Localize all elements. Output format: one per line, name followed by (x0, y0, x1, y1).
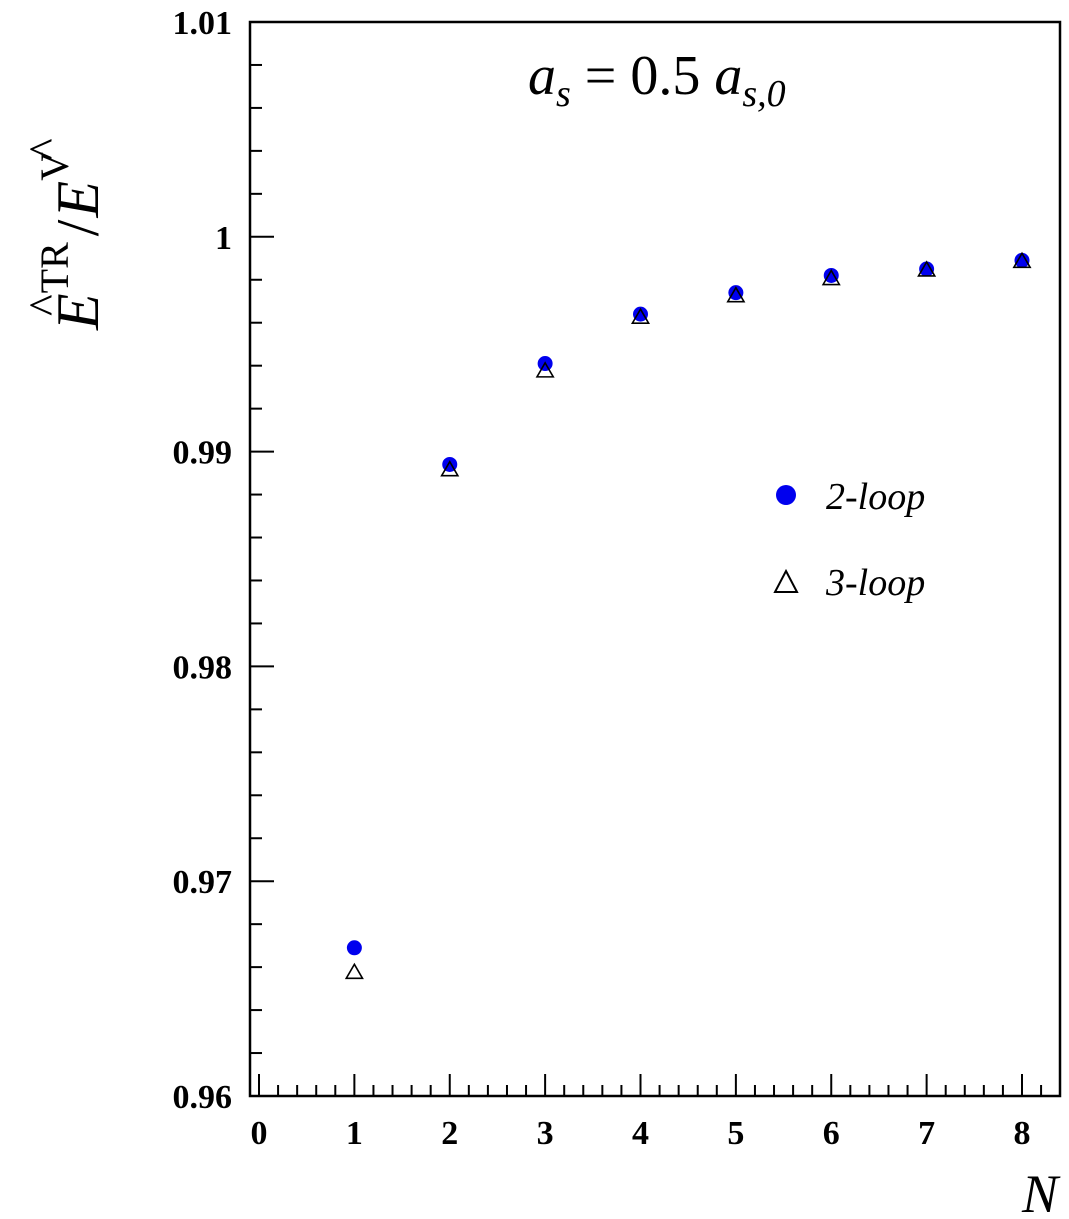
point-3-loop (726, 286, 746, 303)
point-3-loop (821, 268, 841, 286)
ylabel-base-hat: ^ (19, 294, 70, 316)
x-tick-label: 5 (727, 1115, 744, 1152)
point-2-loop (919, 261, 935, 277)
point-2-loop (728, 285, 744, 301)
tick-labels: 0.96 0.97 0.98 0.99 1 1.01 0 1 2 3 4 5 6 7 8 (173, 5, 1031, 1152)
legend-marker-2-loop (776, 485, 796, 505)
point-2-loop (346, 940, 362, 956)
legend-label-3-loop: 3-loop (825, 562, 925, 604)
ylabel-denom: E (45, 181, 111, 219)
x-tick-label: 8 (1014, 1115, 1031, 1152)
annotation-var-sub: s (556, 73, 571, 115)
x-tick-label: 3 (537, 1115, 554, 1152)
ylabel-base: E (45, 293, 111, 331)
ylabel-denom-hat: ^ (19, 138, 70, 160)
data-marks (344, 251, 1032, 980)
point-3-loop (440, 460, 460, 477)
legend-label-2-loop: 2-loop (826, 476, 925, 518)
y-tick-label: 0.99 (173, 435, 233, 472)
legend-marker-3-loop (773, 568, 799, 593)
y-axis-label: ETR/EV ^ ^ (19, 138, 111, 331)
point-3-loop (535, 361, 555, 378)
x-tick-label: 2 (441, 1115, 458, 1152)
y-tick-label: 1 (215, 220, 232, 257)
annotation-eq: = 0.5 (585, 45, 701, 107)
point-2-loop (633, 306, 648, 322)
y-tick-label: 0.96 (173, 1079, 233, 1116)
point-3-loop (344, 962, 364, 980)
x-tick-label: 6 (823, 1115, 840, 1152)
point-2-loop (1014, 252, 1030, 268)
x-axis-label: N (1021, 1164, 1061, 1219)
x-tick-label: 0 (251, 1115, 268, 1152)
x-tick-label: 7 (918, 1115, 935, 1152)
legend: 2-loop 3-loop (773, 476, 925, 604)
annotation: as = 0.5 as,0 (528, 45, 786, 115)
y-tick-label: 1.01 (173, 5, 233, 42)
x-tick-label: 4 (632, 1115, 649, 1152)
point-3-loop (1012, 251, 1032, 269)
annotation-var2: a (714, 45, 742, 107)
y-tick-label: 0.97 (173, 864, 233, 901)
point-2-loop (823, 267, 839, 283)
ylabel-base-sup: TR (32, 242, 77, 293)
plot-frame (248, 20, 1062, 1098)
point-3-loop (917, 260, 937, 277)
y-tick-label: 0.98 (173, 649, 233, 686)
x-tick-label: 1 (346, 1115, 363, 1152)
ylabel-slash: / (45, 219, 111, 236)
annotation-var: a (528, 45, 556, 107)
ticks (250, 21, 1043, 1097)
svg-text:ETR/EV: ETR/EV (32, 152, 111, 331)
annotation-var2-sub: s,0 (742, 73, 785, 115)
point-3-loop (630, 307, 651, 324)
ylabel-denom-sup: V (32, 152, 77, 181)
